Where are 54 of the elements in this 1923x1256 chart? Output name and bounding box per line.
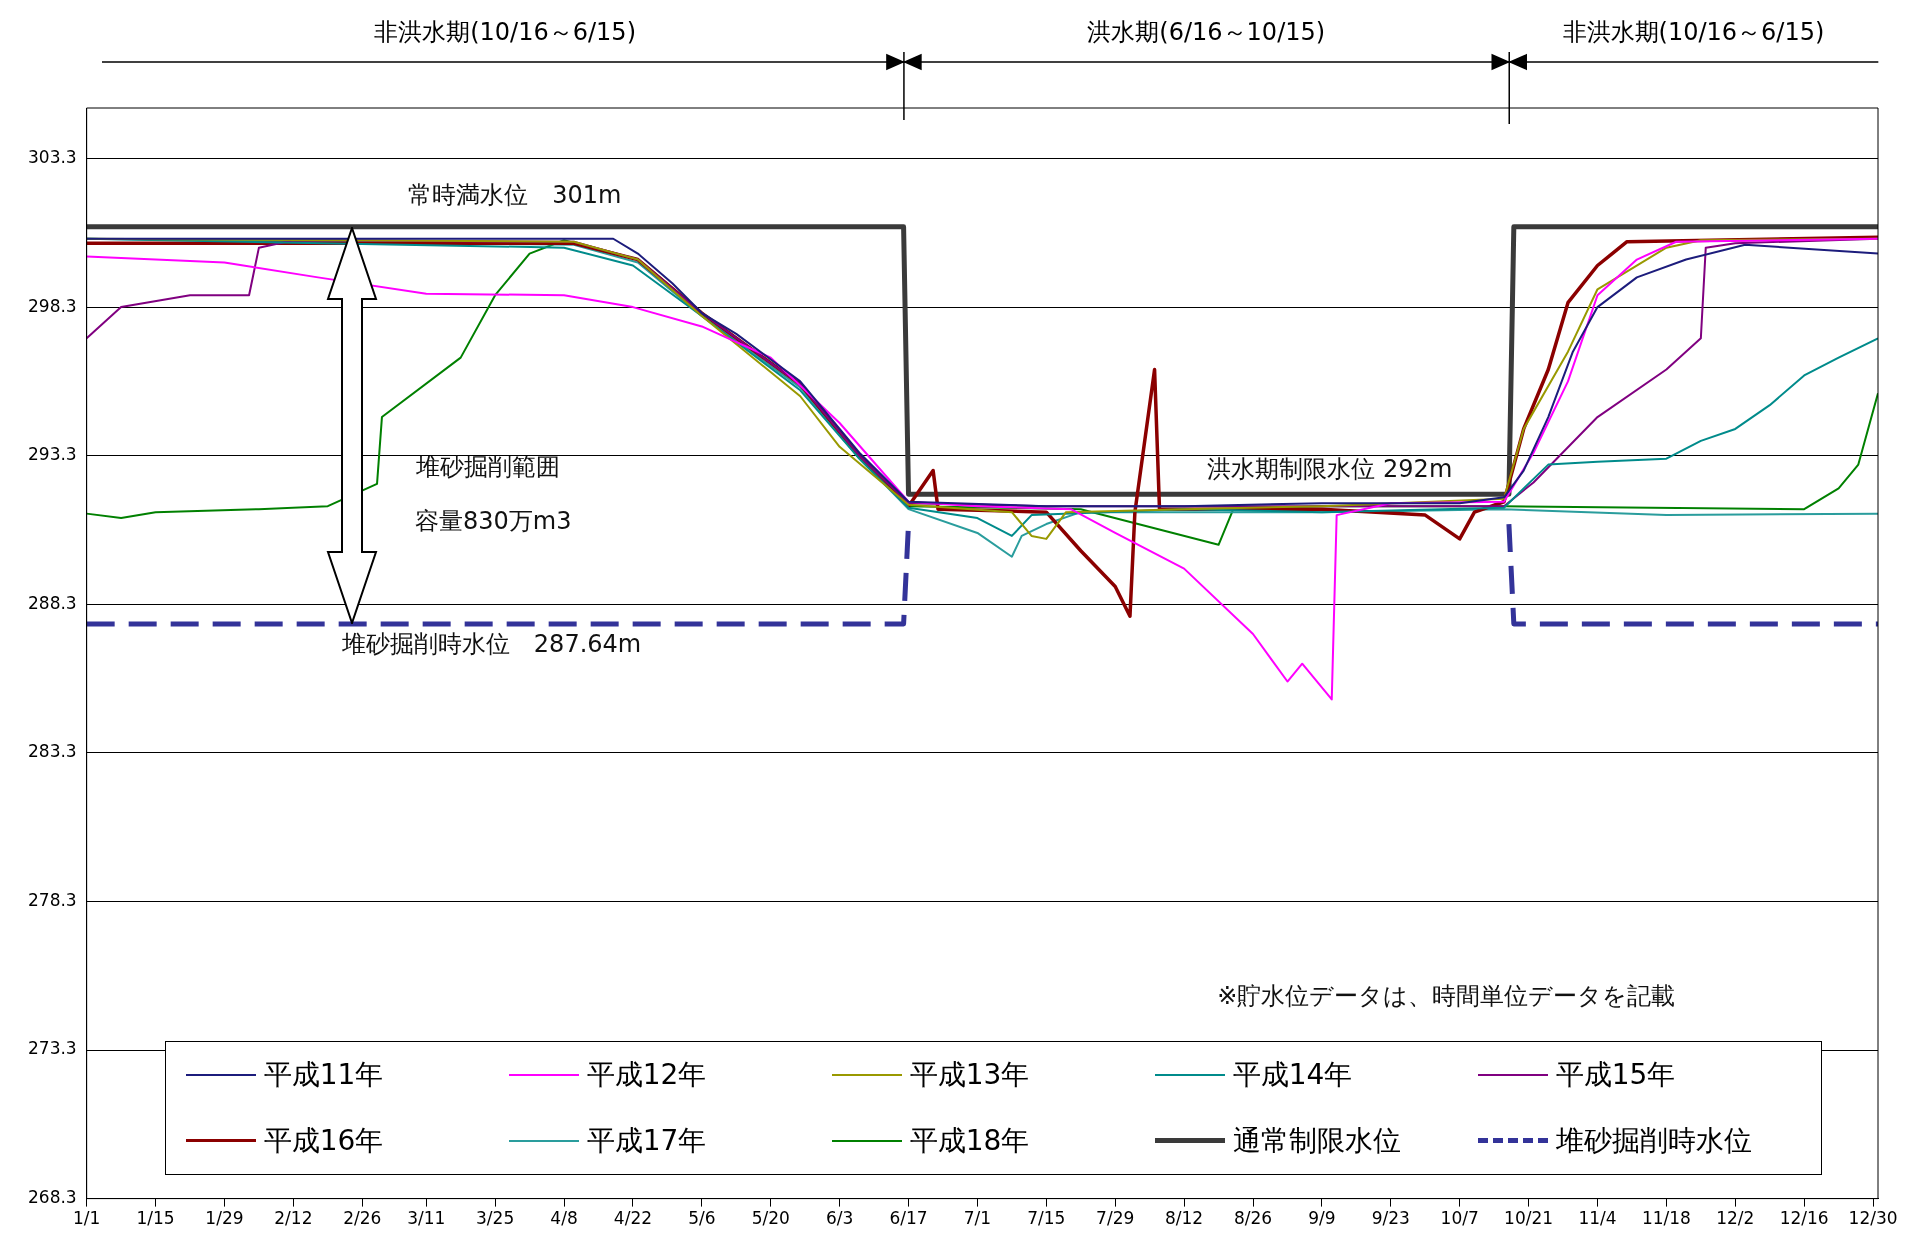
annotation: ※貯水位データは、時間単位データを記載 [1217,982,1676,1011]
x-tick-label: 11/18 [1641,1208,1691,1229]
x-tick-label: 11/4 [1578,1208,1617,1229]
x-tick-label: 10/7 [1440,1208,1479,1229]
x-tick-label: 7/29 [1096,1208,1135,1229]
legend-label: 平成14年 [1232,1056,1353,1093]
x-tick-label: 1/29 [205,1208,244,1229]
x-tick-label: 3/25 [476,1208,515,1229]
x-tick-label: 7/15 [1027,1208,1066,1229]
legend-label: 平成16年 [263,1122,384,1159]
annotation: 容量830万m3 [415,506,572,535]
x-tick-label: 5/20 [751,1208,790,1229]
x-tick-label: 2/12 [274,1208,313,1229]
x-tick-label: 12/2 [1716,1208,1755,1229]
annotation: 堆砂掘削時水位 287.64m [340,629,642,658]
y-tick-label: 268.3 [28,1187,77,1208]
legend-label: 平成18年 [909,1122,1030,1159]
y-tick-label: 278.3 [28,889,77,910]
x-tick-label: 12/16 [1779,1208,1829,1229]
x-tick-label: 2/26 [343,1208,382,1229]
x-tick-label: 6/3 [825,1208,854,1229]
text: 非洪水期(10/16～6/15) [373,17,637,48]
y-tick-label: 298.3 [28,295,77,316]
annotation: 常時満水位 301m [408,180,622,209]
x-tick-label: 8/26 [1233,1208,1273,1229]
legend-label: 平成15年 [1555,1056,1676,1093]
annotation: 洪水期制限水位 292m [1207,455,1453,484]
text: 非洪水期(10/16～6/15) [1561,17,1826,48]
y-tick-label: 293.3 [28,444,77,465]
x-tick-label: 8/12 [1165,1208,1204,1229]
x-tick-label: 4/8 [550,1208,578,1229]
legend-label: 平成17年 [586,1122,707,1159]
legend-label: 平成13年 [909,1056,1030,1093]
x-tick-label: 7/1 [963,1208,992,1229]
x-tick-label: 4/22 [613,1208,653,1229]
x-tick-label: 10/21 [1504,1208,1554,1229]
y-tick-label: 288.3 [28,592,77,613]
x-tick-label: 6/17 [889,1208,928,1229]
x-tick-label: 9/9 [1308,1208,1336,1229]
y-tick-label: 283.3 [28,741,77,762]
x-tick-label: 1/1 [72,1208,101,1229]
x-tick-label: 3/11 [407,1208,446,1229]
x-tick-label: 12/30 [1848,1208,1898,1229]
legend-label: 通常制限水位 [1232,1122,1401,1159]
x-tick-label: 5/6 [688,1208,716,1229]
x-tick-label: 1/15 [136,1208,175,1229]
legend-label: 平成12年 [586,1056,707,1093]
annotation: 堆砂掘削範囲 [414,453,560,482]
text: 洪水期(6/16～10/15) [1086,17,1327,48]
legend-label: 堆砂掘削時水位 [1555,1122,1752,1159]
y-tick-label: 303.3 [28,146,77,167]
legend-label: 平成11年 [263,1056,384,1093]
x-tick-label: 9/23 [1371,1208,1410,1229]
y-tick-label: 273.3 [28,1038,77,1059]
